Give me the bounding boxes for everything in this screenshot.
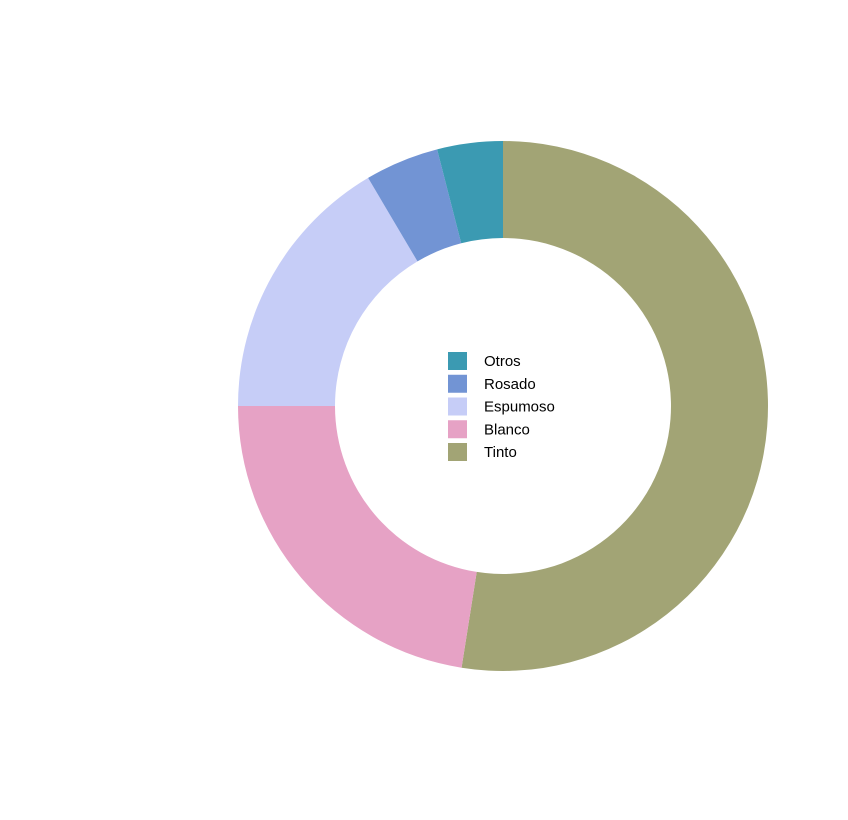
legend-item-otros: Otros [448, 352, 521, 370]
legend-swatch-tinto [448, 443, 467, 461]
legend-item-tinto: Tinto [448, 443, 517, 461]
slice-tinto [461, 141, 768, 671]
legend-label-rosado: Rosado [484, 376, 536, 393]
legend-label-espumoso: Espumoso [484, 399, 555, 416]
slice-blanco [238, 406, 477, 668]
legend: Otros Rosado Espumoso Blanco Tinto [448, 352, 555, 461]
slice-otros [437, 141, 503, 244]
slice-espumoso [238, 177, 418, 406]
legend-swatch-otros [448, 352, 467, 370]
legend-swatch-blanco [448, 420, 467, 439]
legend-item-rosado: Rosado [448, 374, 536, 393]
legend-label-otros: Otros [484, 353, 521, 370]
legend-swatch-rosado [448, 374, 467, 393]
legend-swatch-espumoso [448, 397, 467, 416]
legend-label-tinto: Tinto [484, 444, 517, 461]
legend-item-blanco: Blanco [448, 420, 530, 439]
slice-rosado [368, 149, 462, 262]
legend-item-espumoso: Espumoso [448, 397, 555, 416]
donut-slices [238, 141, 768, 671]
legend-label-blanco: Blanco [484, 421, 530, 438]
